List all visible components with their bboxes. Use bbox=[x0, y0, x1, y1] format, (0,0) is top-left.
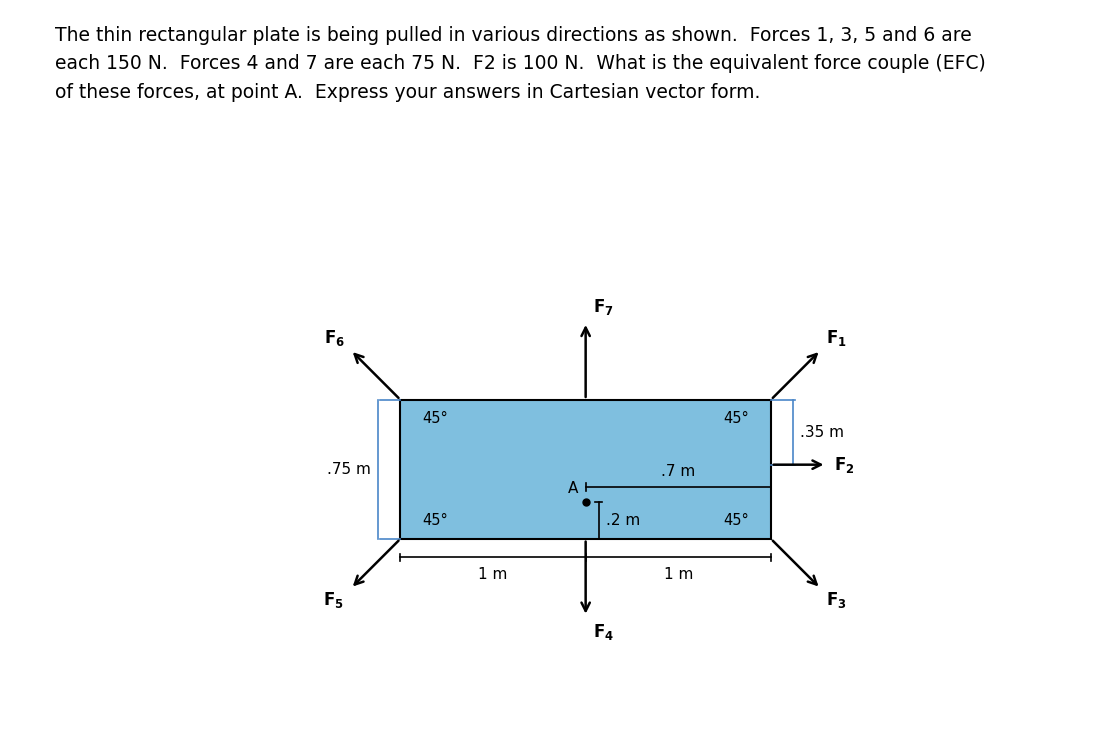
Text: 45°: 45° bbox=[723, 411, 748, 426]
Text: 45°: 45° bbox=[423, 512, 449, 528]
Text: 1 m: 1 m bbox=[478, 567, 508, 581]
Text: 45°: 45° bbox=[723, 512, 748, 528]
Text: $\mathbf{F_6}$: $\mathbf{F_6}$ bbox=[324, 329, 345, 348]
Text: A: A bbox=[568, 481, 578, 496]
Text: $\mathbf{F_1}$: $\mathbf{F_1}$ bbox=[827, 329, 846, 348]
Text: The thin rectangular plate is being pulled in various directions as shown.  Forc: The thin rectangular plate is being pull… bbox=[55, 26, 986, 102]
Text: $\mathbf{F_2}$: $\mathbf{F_2}$ bbox=[834, 455, 854, 475]
Text: 1 m: 1 m bbox=[663, 567, 693, 581]
Text: $\mathbf{F_5}$: $\mathbf{F_5}$ bbox=[323, 590, 344, 610]
Text: $\mathbf{F_7}$: $\mathbf{F_7}$ bbox=[593, 296, 613, 317]
Text: 45°: 45° bbox=[423, 411, 449, 426]
Text: $\mathbf{F_3}$: $\mathbf{F_3}$ bbox=[827, 590, 846, 610]
Text: .35 m: .35 m bbox=[800, 425, 844, 440]
Text: .75 m: .75 m bbox=[327, 462, 371, 477]
Text: .2 m: .2 m bbox=[606, 513, 640, 528]
Text: $\mathbf{F_4}$: $\mathbf{F_4}$ bbox=[593, 622, 614, 642]
Bar bbox=[400, 400, 771, 539]
Text: .7 m: .7 m bbox=[661, 465, 695, 479]
